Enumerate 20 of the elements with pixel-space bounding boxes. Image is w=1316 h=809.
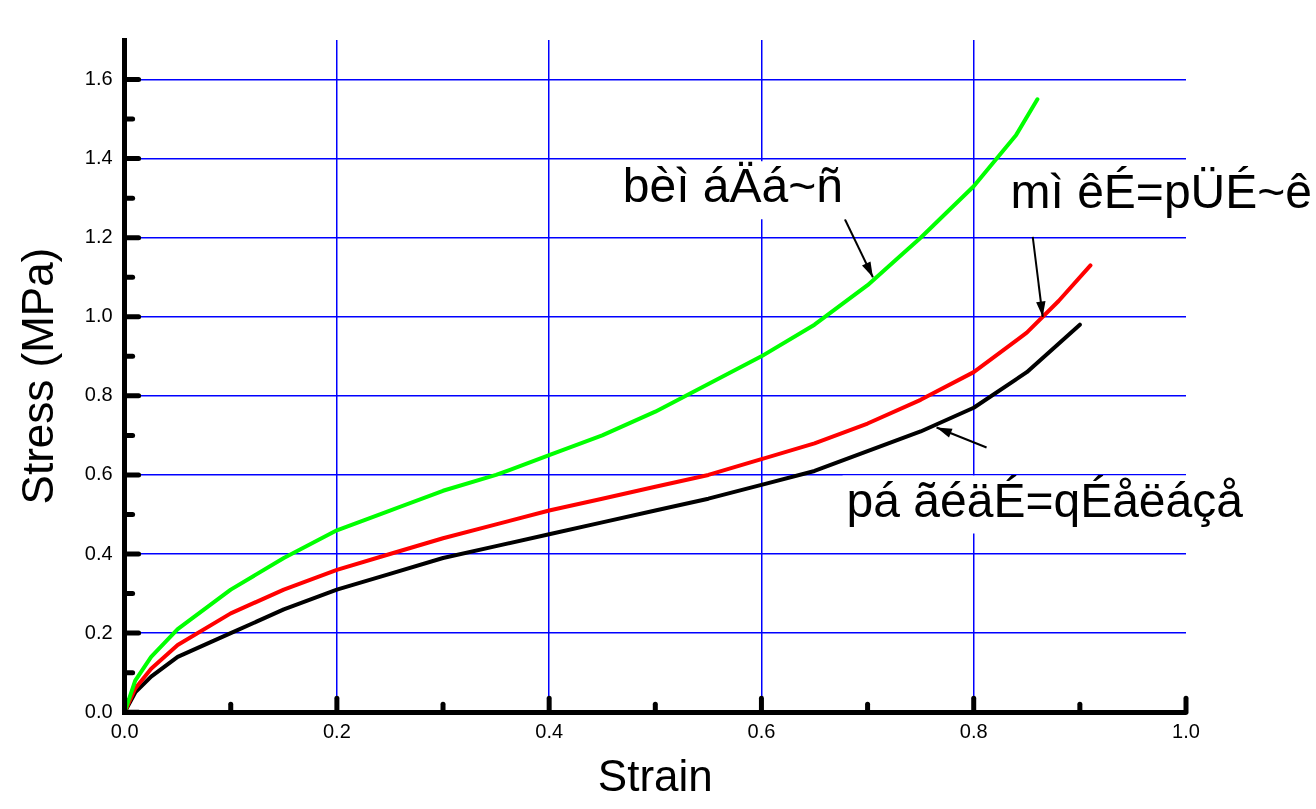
x-tick-label: 0.2 bbox=[322, 719, 351, 742]
y-axis-title: Stress (MPa) bbox=[12, 247, 62, 505]
y-tick-label: 0.8 bbox=[84, 383, 113, 406]
annotation: bèì áÄá~ñ bbox=[622, 159, 843, 213]
y-tick-label: 1.0 bbox=[84, 304, 113, 327]
x-tick-label: 0.8 bbox=[959, 719, 988, 742]
x-tick-label: 0.6 bbox=[747, 719, 776, 742]
y-tick-label: 1.4 bbox=[84, 146, 113, 169]
y-tick-label: 0.2 bbox=[84, 620, 113, 643]
x-axis-title: Strain bbox=[597, 750, 713, 800]
y-tick-label: 0.4 bbox=[84, 541, 113, 564]
x-tick-label: 1.0 bbox=[1172, 719, 1200, 742]
y-tick-label: 0.0 bbox=[84, 699, 113, 722]
annotation: pá ãéäÉ=qÉåëáçå bbox=[846, 473, 1244, 527]
x-tick-label: 0.4 bbox=[535, 719, 564, 742]
annotation: mì êÉ=pÜÉ~ê bbox=[1010, 165, 1312, 219]
y-tick-label: 1.2 bbox=[84, 225, 113, 248]
y-tick-label: 0.6 bbox=[84, 462, 113, 485]
x-tick-label: 0.0 bbox=[110, 719, 139, 742]
y-tick-label: 1.6 bbox=[84, 67, 113, 90]
